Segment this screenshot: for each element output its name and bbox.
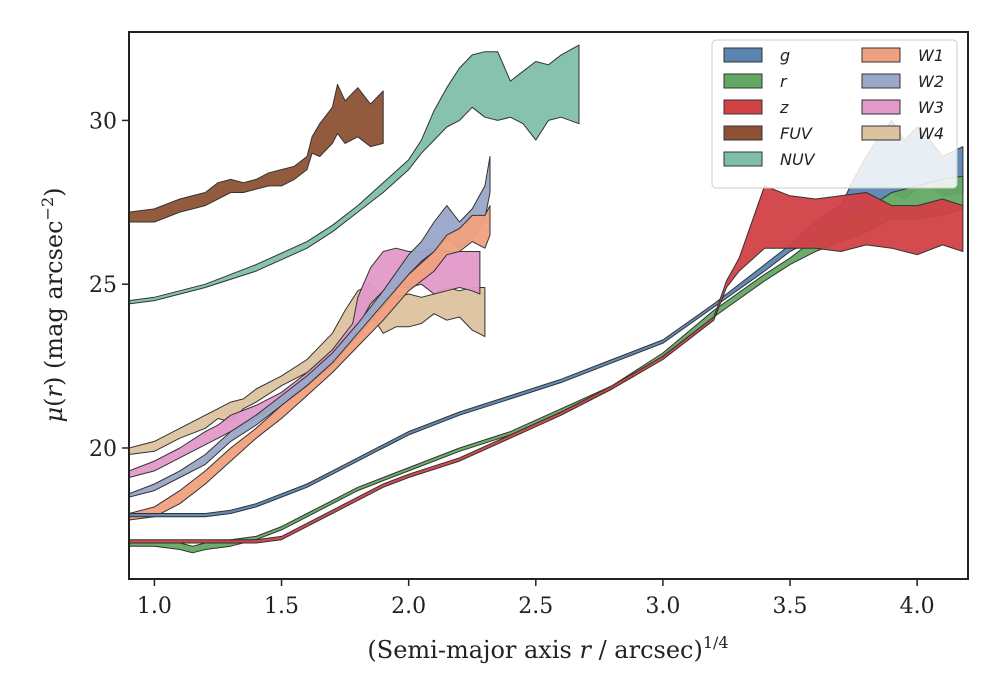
legend: grz FUV NUV W1 W2 W3 W4 [711,39,958,189]
y-tick-label: 20 [89,437,117,462]
x-tick-label: 1.0 [137,594,172,619]
legend-swatch-w1 [861,47,901,63]
legend-swatch-fuv [723,125,763,141]
legend-swatch-w2 [861,73,901,89]
x-tick-label: 2.5 [518,594,553,619]
legend-swatch-g [723,47,763,63]
y-tick-label: 25 [89,273,117,298]
legend-label-r: r [780,72,788,91]
legend-label-w4: W4 [918,124,944,143]
x-tick-label: 1.5 [264,594,299,619]
legend-swatch-r [723,73,763,89]
y-axis: 20 25 30 [89,109,129,462]
band-nuv [129,44,580,305]
x-tick-label: 4.0 [900,594,935,619]
band-w1 [129,205,491,521]
x-tick-label: 3.5 [773,594,808,619]
band-fuv [129,83,384,223]
legend-swatch-z [723,99,763,115]
band-w4 [129,283,486,455]
legend-label-z: z [779,98,789,117]
band-z [129,185,964,544]
legend-label-nuv: NUV [780,150,816,169]
legend-label-w2: W2 [918,72,944,91]
legend-swatch-nuv [723,151,763,167]
legend-label-w3: W3 [918,98,944,117]
legend-label-w1: W1 [918,46,944,65]
x-axis: 1.0 1.5 2.0 2.5 3.0 3.5 4.0 [137,579,935,619]
plot-frame [128,31,969,580]
legend-label-g: g [780,46,790,65]
legend-swatch-w3 [861,99,901,115]
x-axis-label: (Semi-major axis r / arcsec)1/4 [367,633,728,664]
y-axis-label: μ(r) (mag arcsec−2) [38,187,68,422]
x-tick-label: 2.0 [391,594,426,619]
y-tick-label: 30 [89,109,117,134]
x-tick-label: 3.0 [645,594,680,619]
legend-swatch-w4 [861,125,901,141]
legend-label-fuv: FUV [780,124,813,143]
